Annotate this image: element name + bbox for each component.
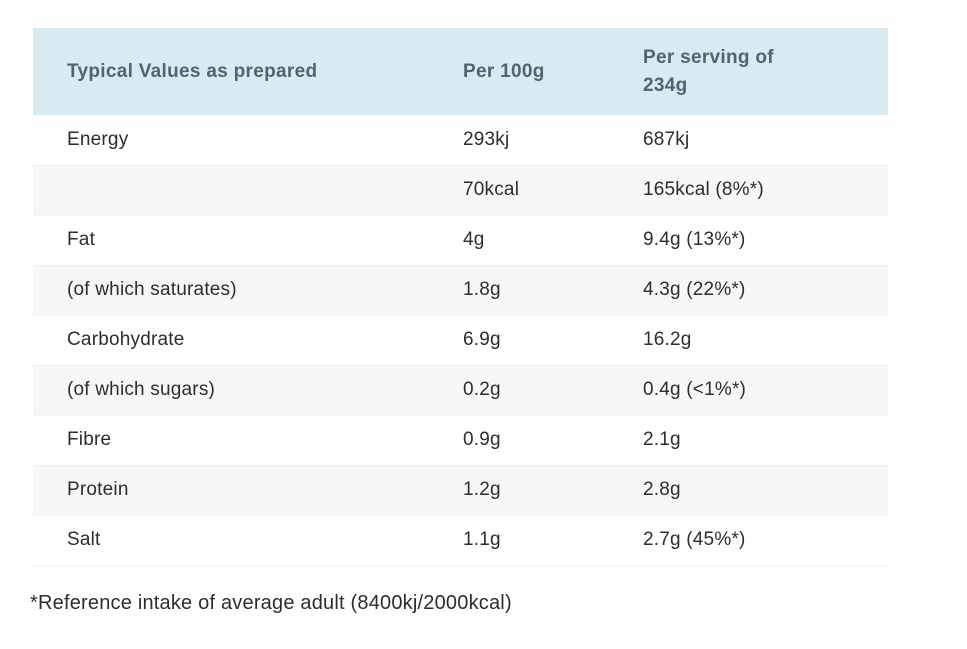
table-row: Salt 1.1g 2.7g (45%*) xyxy=(33,515,888,565)
per-100g-value-cell: 1.2g xyxy=(463,479,501,500)
per-serving-value-cell: 2.7g (45%*) xyxy=(643,529,746,550)
per-serving-value-cell: 165kcal (8%*) xyxy=(643,179,764,200)
nutrient-name-cell: Salt xyxy=(67,529,101,550)
per-100g-value-cell: 6.9g xyxy=(463,329,501,350)
per-serving-value-cell: 2.8g xyxy=(643,479,681,500)
per-serving-value-cell: 687kj xyxy=(643,128,690,150)
per-serving-value-cell: 16.2g xyxy=(643,329,692,350)
per-100g-value-cell: 1.1g xyxy=(463,529,501,550)
nutrient-name-cell: Fibre xyxy=(67,429,112,450)
table-row: Protein 1.2g 2.8g xyxy=(33,465,888,515)
column-header-per-100g: Per 100g xyxy=(429,28,609,115)
table-row: Carbohydrate 6.9g 16.2g xyxy=(33,315,888,365)
per-100g-value-cell: 293kj xyxy=(463,128,510,150)
nutrition-table: Typical Values as prepared Per 100g Per … xyxy=(33,28,888,566)
nutrient-name-cell: Energy xyxy=(67,128,129,150)
nutrient-name-cell: (of which saturates) xyxy=(67,279,237,300)
table-body: Energy 293kj 687kj 70kcal 165kcal (8%*) Fat 4g… xyxy=(33,115,888,565)
reference-intake-footnote: *Reference intake of average adult (8400… xyxy=(30,592,512,614)
table-row: Energy 293kj 687kj xyxy=(33,115,888,165)
column-header-typical-values: Typical Values as prepared xyxy=(33,28,429,115)
nutrition-table-container: Typical Values as prepared Per 100g Per … xyxy=(33,28,888,566)
nutrient-name-cell: Carbohydrate xyxy=(67,329,185,350)
per-serving-value-cell: 4.3g (22%*) xyxy=(643,279,746,300)
per-100g-value-cell: 70kcal xyxy=(463,179,520,200)
per-100g-value-cell: 0.9g xyxy=(463,429,501,450)
per-serving-value-cell: 0.4g (<1%*) xyxy=(643,379,747,400)
per-100g-value-cell: 4g xyxy=(463,229,485,250)
table-row: (of which saturates) 1.8g 4.3g (22%*) xyxy=(33,265,888,315)
nutrient-name-cell: Protein xyxy=(67,479,129,500)
per-100g-value-cell: 1.8g xyxy=(463,279,501,300)
table-row: (of which sugars) 0.2g 0.4g (<1%*) xyxy=(33,365,888,415)
column-header-per-serving: Per serving of 234g xyxy=(609,28,888,115)
table-row: Fat 4g 9.4g (13%*) xyxy=(33,215,888,265)
header-row: Typical Values as prepared Per 100g Per … xyxy=(33,28,888,115)
nutrient-name-cell xyxy=(33,165,429,215)
per-100g-value-cell: 0.2g xyxy=(463,379,501,400)
table-row: 70kcal 165kcal (8%*) xyxy=(33,165,888,215)
table-header: Typical Values as prepared Per 100g Per … xyxy=(33,28,888,115)
column-header-per-serving-label: Per serving of 234g xyxy=(643,46,774,96)
nutrient-name-cell: Fat xyxy=(67,229,96,250)
table-row: Fibre 0.9g 2.1g xyxy=(33,415,888,465)
per-serving-value-cell: 9.4g (13%*) xyxy=(643,229,746,250)
nutrient-name-cell: (of which sugars) xyxy=(67,379,216,400)
per-serving-value-cell: 2.1g xyxy=(643,429,681,450)
